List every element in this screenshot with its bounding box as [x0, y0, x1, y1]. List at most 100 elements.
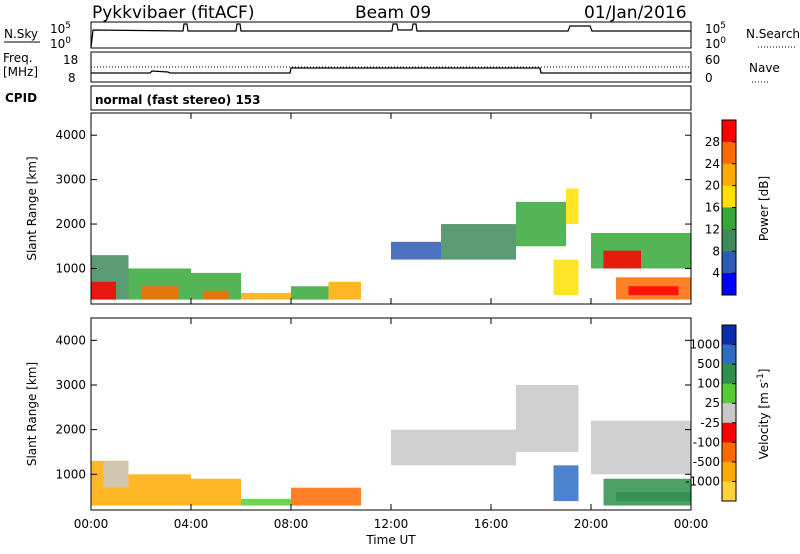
time-tick-label: 20:00: [574, 517, 609, 531]
velocity-region-5: [291, 487, 361, 506]
velocity-region-11: [616, 492, 691, 502]
freq-unit-label: [MHz]: [3, 65, 38, 79]
velocity-region-8: [553, 465, 579, 502]
velocity-ytick-label: 4000: [55, 333, 86, 347]
nsky-tick-bottom: 100: [50, 36, 71, 51]
time-tick-label: 04:00: [174, 517, 209, 531]
velocity-colorbar-swatch: [722, 461, 736, 482]
velocity-region-4: [241, 498, 291, 506]
power-colorbar-swatch: [722, 229, 736, 252]
power-colorbar-swatch: [722, 163, 736, 187]
cpid-label: CPID: [5, 91, 37, 105]
power-region-1: [91, 281, 116, 300]
velocity-colorbar-swatch: [722, 344, 736, 365]
velocity-colorbar-swatch: [722, 364, 736, 385]
velocity-colorbar-swatch: [722, 325, 736, 346]
time-tick-label: 00:00: [674, 517, 709, 531]
cpid-panel-frame: [90, 85, 692, 111]
power-colorbar-label: 4: [712, 266, 720, 280]
velocity-region-6: [391, 429, 516, 466]
nsearch-tick-bottom: 100: [705, 36, 726, 51]
power-colorbar-label: 24: [705, 157, 720, 171]
velocity-region-9: [591, 420, 691, 475]
time-tick-label: 12:00: [374, 517, 409, 531]
velocity-region-3: [191, 478, 241, 506]
velocity-colorbar-label: 100: [697, 377, 720, 391]
nsky-panel-frame: [90, 21, 692, 49]
freq-trace: [91, 67, 691, 74]
station-title: Pykkvibaer (fitACF): [92, 3, 254, 23]
velocity-colorbar-label: -25: [700, 416, 720, 430]
time-tick-label: 16:00: [474, 517, 509, 531]
power-colorbar-label: 16: [705, 201, 720, 215]
power-colorbar-swatch: [722, 207, 736, 230]
power-colorbar-label: 8: [712, 244, 720, 258]
nsearch-tick-top: 105: [705, 21, 726, 36]
power-colorbar-swatch: [722, 141, 736, 165]
velocity-region-2: [128, 474, 191, 506]
power-ytick-label: 4000: [55, 128, 86, 142]
time-tick-label: 08:00: [274, 517, 309, 531]
power-region-13: [566, 188, 579, 225]
velocity-ytick-label: 2000: [55, 423, 86, 437]
power-ytick-label: 1000: [55, 261, 86, 275]
date-label: 01/Jan/2016: [584, 3, 687, 23]
nave-label: Nave: [749, 61, 780, 75]
velocity-ytick-label: 1000: [55, 467, 86, 481]
velocity-colorbar-label: 1000: [689, 338, 720, 352]
power-ytick-label: 3000: [55, 173, 86, 187]
freq-tick-top: 18: [63, 53, 78, 67]
velocity-colorbar-swatch: [722, 442, 736, 463]
power-region-5: [203, 290, 229, 300]
velocity-colorbar-title: Velocity [m s-1]: [756, 369, 771, 460]
nsky-tick-top: 105: [50, 21, 71, 36]
power-colorbar-swatch: [722, 273, 736, 296]
velocity-colorbar-label: 25: [705, 396, 720, 410]
velocity-colorbar-label: -500: [693, 455, 720, 469]
velocity-colorbar-label: -1000: [685, 474, 720, 488]
nave-tick-bottom: 0: [705, 71, 713, 85]
nsearch-label: N.Search: [746, 27, 800, 41]
velocity-ylabel: Slant Range [km]: [25, 362, 39, 466]
power-region-9: [391, 241, 441, 260]
power-panel: 1000 2000 3000 4000 Slant Range [km] 4 8 12 16 20…: [25, 112, 771, 305]
power-colorbar-swatch: [722, 251, 736, 274]
power-region-15: [603, 250, 641, 269]
power-region-10: [441, 224, 516, 260]
velocity-region-7: [516, 384, 579, 452]
power-region-3: [141, 286, 179, 300]
velocity-colorbar-frame: [721, 324, 737, 502]
velocity-colorbar-swatch: [722, 481, 736, 502]
velocity-colorbar-label: 500: [697, 357, 720, 371]
time-tick-label: 00:00: [74, 517, 109, 531]
velocity-colorbar-label: -100: [693, 435, 720, 449]
cpid-text: normal (fast stereo) 153: [95, 93, 261, 107]
power-region-12: [553, 259, 579, 296]
power-colorbar-label: 12: [705, 222, 720, 236]
power-ylabel: Slant Range [km]: [25, 156, 39, 260]
power-region-11: [516, 201, 566, 247]
velocity-colorbar-swatch: [722, 403, 736, 424]
power-ytick-label: 2000: [55, 217, 86, 231]
velocity-panel: 1000 2000 3000 4000 Slant Range [km] 1000 500 1…: [25, 317, 771, 511]
nave-tick-top: 60: [705, 53, 720, 67]
velocity-colorbar-swatch: [722, 422, 736, 443]
power-region-8: [328, 281, 361, 300]
nsky-trace: [90, 23, 691, 49]
power-region-6: [241, 292, 291, 300]
freq-label: Freq.: [3, 51, 33, 65]
beam-label: Beam 09: [355, 3, 431, 23]
power-colorbar-label: 28: [705, 135, 720, 149]
power-region-17: [628, 286, 679, 296]
time-axis-label: Time UT: [365, 533, 416, 547]
power-colorbar-swatch: [722, 120, 736, 143]
velocity-region-1: [103, 460, 129, 488]
power-colorbar-title: Power [dB]: [757, 176, 771, 241]
velocity-ytick-label: 3000: [55, 378, 86, 392]
power-colorbar-label: 20: [705, 179, 720, 193]
nsky-label: N.Sky: [4, 27, 38, 41]
power-colorbar-swatch: [722, 185, 736, 208]
freq-tick-bottom: 8: [68, 71, 76, 85]
power-region-7: [291, 286, 329, 300]
